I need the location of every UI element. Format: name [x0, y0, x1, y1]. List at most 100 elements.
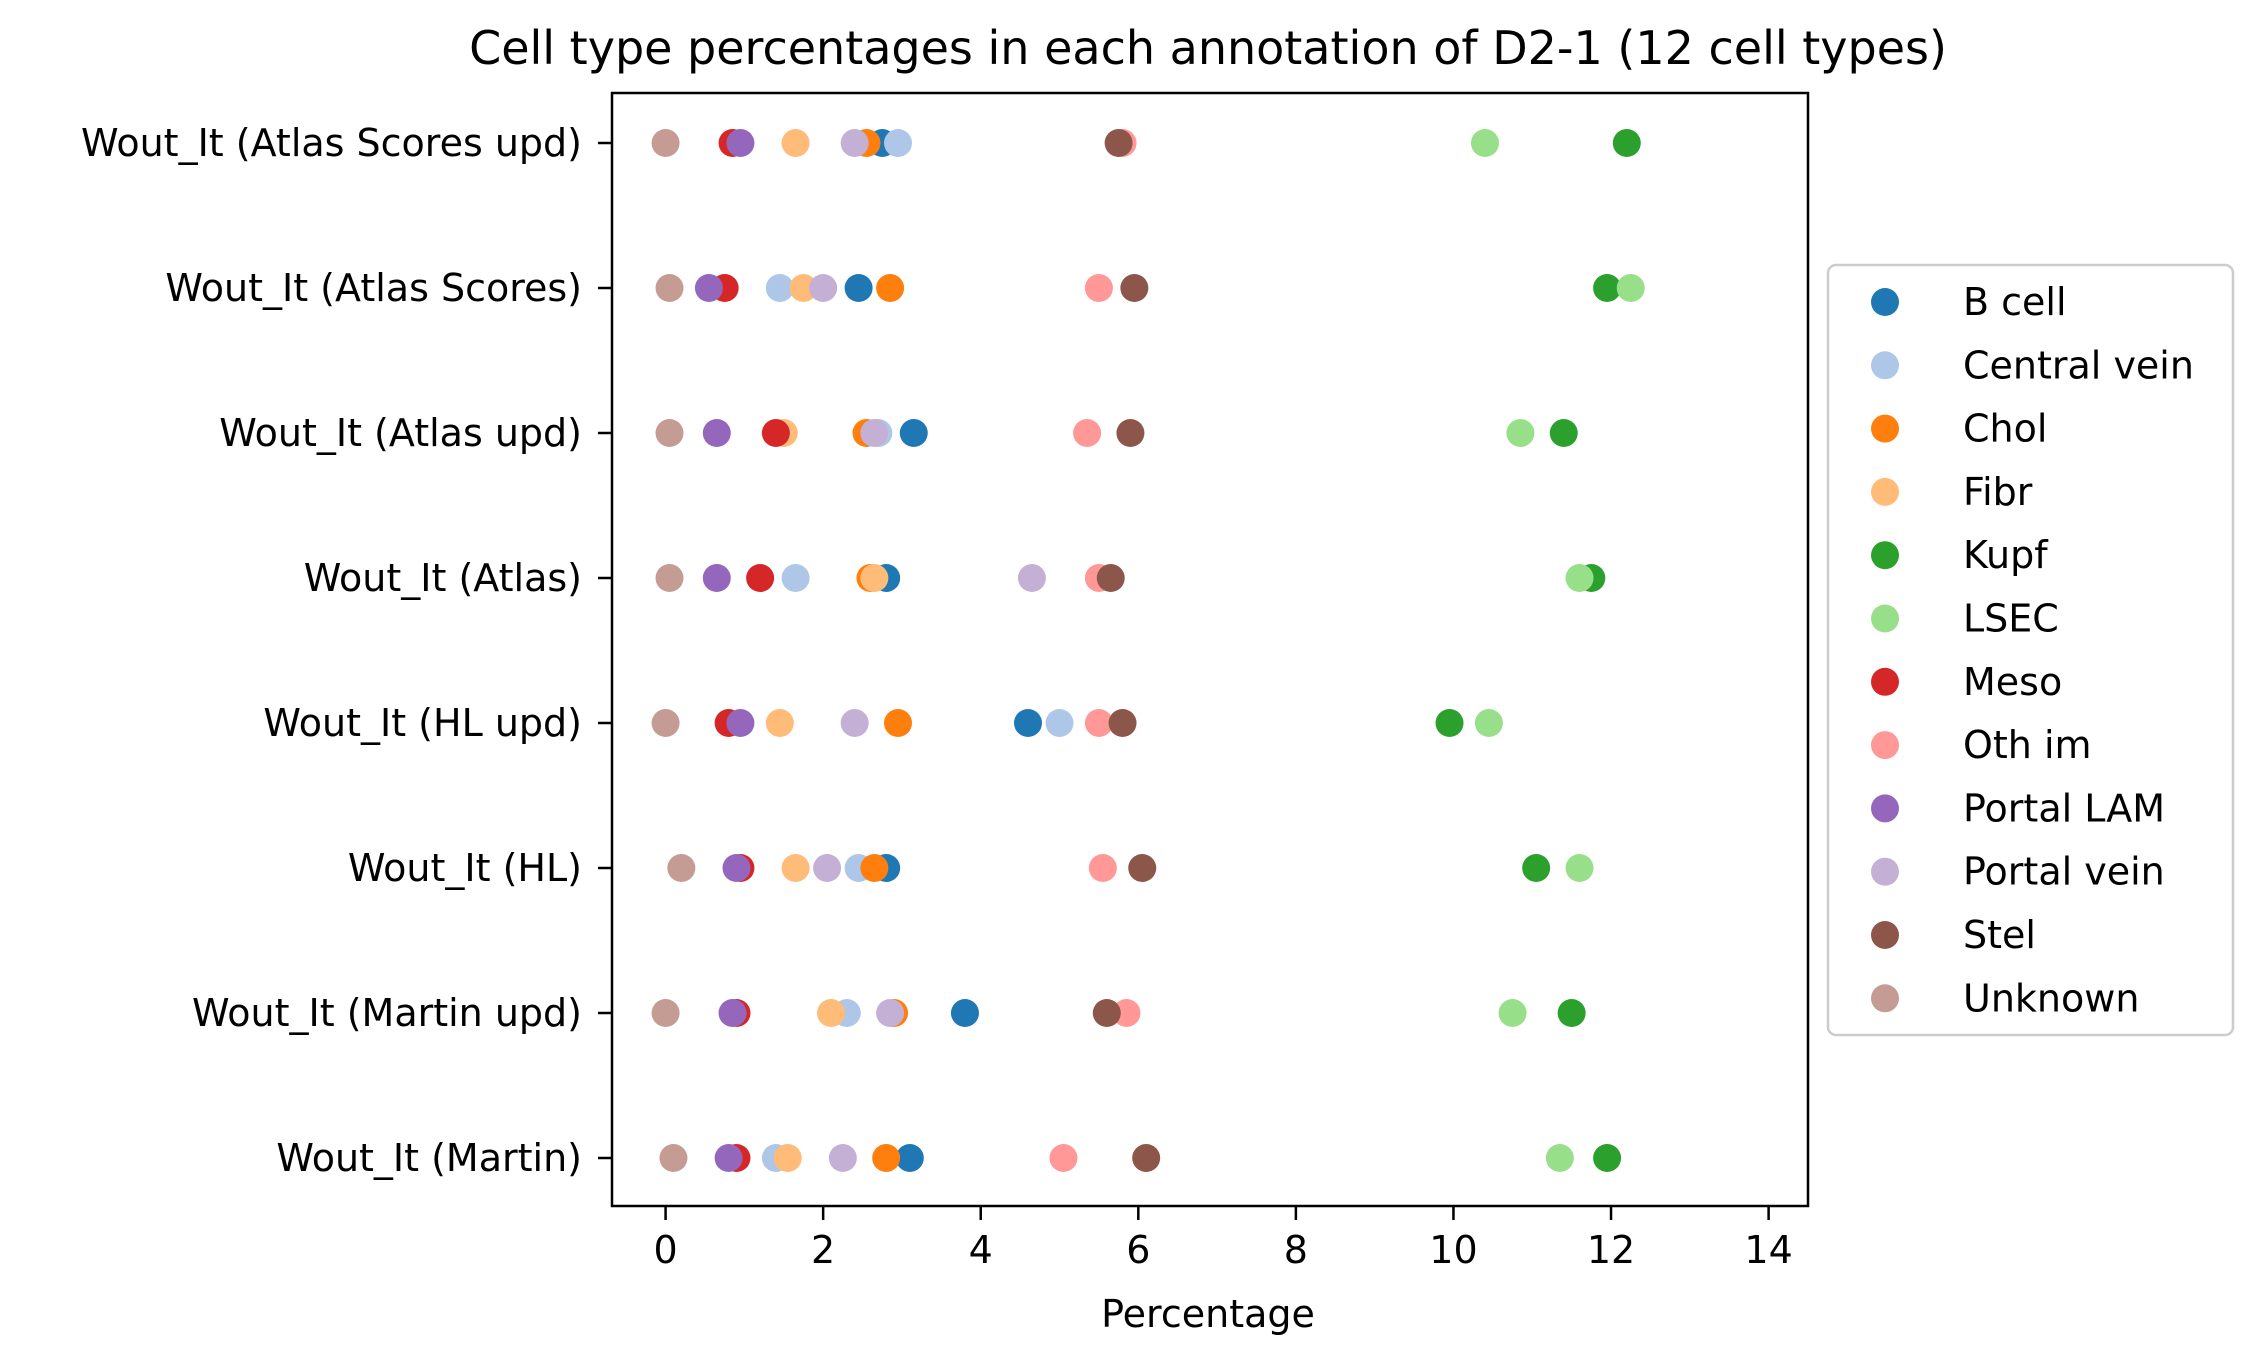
data-point-kupf [1549, 419, 1578, 447]
data-point-central-vein [884, 129, 912, 157]
y-tick-label: Wout_It (Atlas) [304, 556, 582, 600]
data-point-stel [1108, 709, 1137, 737]
data-point-lsec [1470, 129, 1499, 157]
data-point-meso [761, 419, 790, 447]
data-points [651, 129, 1645, 1172]
legend-marker [1871, 604, 1899, 633]
data-point-portal-lam [714, 1144, 743, 1172]
data-point-portal-vein [860, 419, 889, 447]
data-point-central-vein [781, 564, 810, 592]
data-point-kupf [1557, 999, 1586, 1027]
legend-label: Portal vein [1963, 850, 2165, 894]
data-point-unknown [651, 999, 680, 1027]
legend-label: Portal LAM [1963, 786, 2165, 830]
legend-label: Meso [1963, 660, 2062, 704]
data-point-unknown [651, 129, 680, 157]
legend-marker [1871, 351, 1899, 380]
y-tick-label: Wout_It (Martin upd) [192, 991, 582, 1035]
data-point-chol [876, 274, 905, 302]
data-point-oth-im [1049, 1144, 1078, 1172]
x-tick-label: 14 [1744, 1228, 1792, 1272]
data-point-kupf [1435, 709, 1464, 737]
y-tick-label: Wout_It (Atlas upd) [219, 411, 582, 455]
data-point-lsec [1565, 854, 1594, 882]
legend-label: Fibr [1963, 470, 2033, 514]
x-tick-label: 2 [811, 1228, 835, 1272]
legend: B cell Central vein Chol Fibr Kupf LSEC Meso Ot… [1826, 263, 2235, 1037]
data-point-fibr [781, 129, 810, 157]
data-point-meso [746, 564, 775, 592]
legend-marker [1871, 731, 1899, 760]
x-tick-label: 12 [1587, 1228, 1635, 1272]
data-point-central-vein [765, 274, 794, 302]
data-point-stel [1104, 129, 1133, 157]
data-point-unknown [659, 1144, 688, 1172]
plot-area [610, 91, 1810, 1208]
data-point-chol [860, 854, 889, 882]
data-point-lsec [1474, 709, 1503, 737]
legend-marker [1871, 984, 1899, 1013]
y-tick-label: Wout_It (Atlas Scores upd) [81, 121, 582, 165]
data-point-stel [1116, 419, 1145, 447]
data-point-fibr [817, 999, 846, 1027]
y-tick-label: Wout_It (HL) [348, 846, 582, 890]
data-point-stel [1096, 564, 1125, 592]
legend-marker [1871, 667, 1899, 696]
legend-label: B cell [1963, 280, 2067, 324]
data-point-b-cell [844, 274, 873, 302]
data-point-lsec [1565, 564, 1594, 592]
legend-marker [1871, 414, 1899, 443]
data-point-portal-lam [694, 274, 723, 302]
data-point-portal-vein [828, 1144, 857, 1172]
y-tick-label: Wout_It (HL upd) [263, 701, 582, 745]
data-point-portal-lam [702, 419, 731, 447]
data-point-fibr [789, 274, 818, 302]
data-point-lsec [1506, 419, 1535, 447]
data-point-portal-lam [702, 564, 731, 592]
data-point-b-cell [895, 1144, 924, 1172]
data-point-portal-vein [813, 854, 842, 882]
x-tick-label: 4 [969, 1228, 993, 1272]
data-point-portal-vein [876, 999, 905, 1027]
legend-marker [1871, 921, 1899, 949]
legend-label: Kupf [1963, 533, 2049, 577]
legend-label: LSEC [1963, 597, 2059, 641]
legend-marker [1871, 477, 1899, 506]
data-point-oth-im [1112, 999, 1141, 1027]
legend-label: Central vein [1963, 343, 2194, 387]
x-tick-label: 10 [1429, 1228, 1477, 1272]
data-point-fibr [860, 564, 889, 592]
legend-marker [1871, 288, 1899, 316]
data-point-portal-vein [840, 709, 869, 737]
data-point-unknown [655, 419, 684, 447]
data-point-oth-im [1073, 419, 1102, 447]
data-point-chol [884, 709, 912, 737]
data-point-fibr [781, 854, 810, 882]
data-point-oth-im [1088, 854, 1117, 882]
data-point-fibr [773, 1144, 802, 1172]
legend-label: Stel [1963, 913, 2036, 957]
data-point-portal-lam [722, 854, 751, 882]
data-point-lsec [1498, 999, 1527, 1027]
y-axis: Wout_It (Atlas Scores upd) Wout_It (Atlas… [81, 121, 612, 1180]
legend-label: Chol [1963, 407, 2047, 451]
data-point-lsec [1616, 274, 1645, 302]
y-tick-label: Wout_It (Martin) [276, 1136, 582, 1180]
legend-marker [1871, 541, 1899, 570]
data-point-fibr [765, 709, 794, 737]
legend-marker [1871, 857, 1899, 886]
data-point-kupf [1612, 129, 1641, 157]
data-point-portal-lam [718, 999, 747, 1027]
data-point-oth-im [1084, 274, 1113, 302]
data-point-unknown [655, 564, 684, 592]
data-point-unknown [651, 709, 680, 737]
x-tick-label: 8 [1284, 1228, 1308, 1272]
data-point-central-vein [1045, 709, 1074, 737]
data-point-oth-im [1084, 709, 1113, 737]
data-point-kupf [1522, 854, 1551, 882]
x-tick-label: 6 [1126, 1228, 1150, 1272]
x-axis: 0 2 4 6 8 10 12 14 [653, 1206, 1793, 1272]
y-tick-label: Wout_It (Atlas Scores) [165, 266, 582, 310]
legend-label: Oth im [1963, 723, 2092, 767]
